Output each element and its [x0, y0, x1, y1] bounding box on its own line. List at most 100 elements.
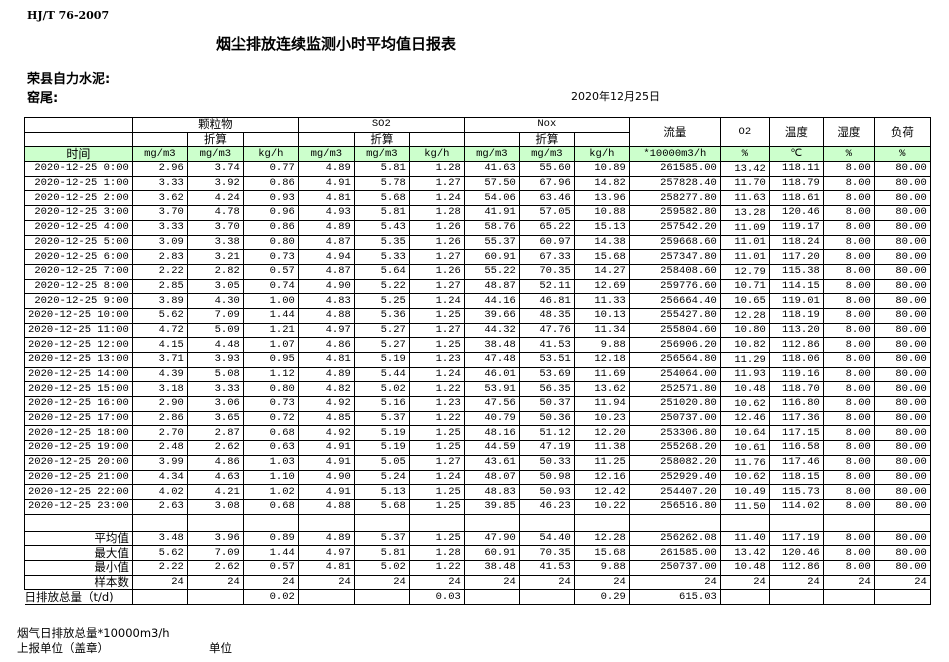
value-cell: 80.00 [873, 381, 931, 398]
value-cell: 14.82 [573, 175, 630, 192]
blank-row [24, 513, 931, 532]
value-cell: 4.86 [297, 337, 355, 353]
value-cell: 80.00 [873, 352, 931, 368]
time-cell: 2020-12-25 7:00 [24, 263, 133, 280]
value-cell: 8.00 [822, 307, 875, 324]
table-row: 2020-12-25 10:00 5.62 7.09 1.44 4.88 5.36 1.25… [24, 307, 931, 324]
value-cell: 4.34 [131, 469, 188, 486]
header-humidity: 湿度 [822, 116, 875, 148]
table-row: 2020-12-25 3:00 3.70 4.78 0.96 4.93 5.81 1.28 4… [24, 205, 931, 221]
value-cell: 4.85 [297, 410, 355, 427]
value-cell: 8.00 [822, 234, 875, 251]
value-cell: 12.28 [719, 307, 770, 324]
table-row: 2020-12-25 15:00 3.18 3.33 0.80 4.82 5.02 1.22… [24, 381, 931, 398]
value-cell: 1.22 [408, 410, 465, 427]
summary-value: 256262.08 [628, 530, 721, 547]
value-cell: 54.06 [463, 190, 520, 207]
summary-value: 1.25 [408, 530, 465, 547]
summary-row: 日排放总量（t/d) 0.02 0.03 0.29 615.03 [24, 589, 931, 605]
value-cell: 10.23 [573, 410, 630, 427]
value-cell: 3.93 [186, 352, 244, 368]
value-cell: 55.22 [463, 263, 520, 280]
value-cell: 1.25 [408, 484, 465, 500]
value-cell: 1.25 [408, 307, 465, 324]
summary-value: 4.97 [297, 545, 355, 561]
empty-cell [242, 513, 299, 532]
value-cell: 3.70 [131, 205, 188, 221]
unit-cell: kg/h [242, 146, 299, 163]
summary-value [822, 589, 875, 605]
summary-value: 0.57 [242, 559, 299, 576]
value-cell: 12.20 [573, 425, 630, 442]
value-cell: 11.69 [573, 366, 630, 383]
value-cell: 1.26 [408, 219, 465, 236]
value-cell: 2.70 [131, 425, 188, 442]
value-cell: 252571.80 [628, 381, 721, 398]
summary-value: 5.37 [353, 530, 410, 547]
value-cell: 55.60 [518, 161, 575, 177]
time-cell: 2020-12-25 23:00 [24, 498, 133, 515]
value-cell: 11.34 [573, 322, 630, 339]
value-cell: 4.48 [186, 337, 244, 353]
summary-value: 5.62 [131, 545, 188, 561]
value-cell: 14.27 [573, 263, 630, 280]
summary-value: 38.48 [463, 559, 520, 576]
value-cell: 0.72 [242, 410, 299, 427]
header-blank [242, 131, 299, 148]
summary-value: 9.88 [573, 559, 630, 576]
header-flow: 流量 [628, 116, 721, 148]
time-cell: 2020-12-25 5:00 [24, 234, 133, 251]
value-cell: 80.00 [873, 440, 931, 456]
value-cell: 11.93 [719, 366, 770, 383]
summary-value: 47.90 [463, 530, 520, 547]
summary-label: 最小值 [24, 559, 133, 576]
value-cell: 5.25 [353, 293, 410, 309]
value-cell: 80.00 [873, 322, 931, 339]
value-cell: 4.82 [297, 381, 355, 398]
table-row: 2020-12-25 13:00 3.71 3.93 0.95 4.81 5.19 1.23… [24, 352, 931, 368]
summary-value: 12.28 [573, 530, 630, 547]
company-name: 荣县自力水泥: [27, 72, 111, 87]
kiln-label: 窑尾: [27, 91, 59, 106]
value-cell: 112.86 [768, 337, 824, 353]
table-row: 2020-12-25 17:00 2.86 3.65 0.72 4.85 5.37 1.22… [24, 410, 931, 427]
value-cell: 114.02 [768, 498, 824, 515]
header-blank [24, 117, 133, 133]
value-cell: 48.83 [463, 484, 520, 500]
value-cell: 118.19 [768, 307, 824, 324]
value-cell: 80.00 [873, 469, 931, 486]
value-cell: 5.05 [353, 454, 410, 471]
time-cell: 2020-12-25 14:00 [24, 366, 133, 383]
value-cell: 80.00 [873, 337, 931, 353]
summary-value: 112.86 [768, 559, 824, 576]
value-cell: 40.79 [463, 410, 520, 427]
summary-value [297, 589, 355, 605]
value-cell: 2.63 [131, 498, 188, 515]
flue-gas-total-label: 烟气日排放总量*10000m3/h [17, 626, 170, 640]
value-cell: 119.17 [768, 219, 824, 236]
value-cell: 256906.20 [628, 337, 721, 353]
value-cell: 8.00 [822, 469, 875, 486]
value-cell: 1.27 [408, 278, 465, 295]
value-cell: 255427.80 [628, 307, 721, 324]
value-cell: 80.00 [873, 307, 931, 324]
value-cell: 118.79 [768, 175, 824, 192]
value-cell: 1.03 [242, 454, 299, 471]
value-cell: 60.91 [463, 249, 520, 265]
value-cell: 5.16 [353, 396, 410, 412]
table-row: 2020-12-25 23:00 2.63 3.08 0.68 4.88 5.68 1.25… [24, 498, 931, 515]
value-cell: 8.00 [822, 278, 875, 295]
time-cell: 2020-12-25 18:00 [24, 425, 133, 442]
summary-value: 5.81 [353, 545, 410, 561]
value-cell: 8.00 [822, 161, 875, 177]
value-cell: 4.30 [186, 293, 244, 309]
value-cell: 57.05 [518, 205, 575, 221]
value-cell: 4.90 [297, 469, 355, 486]
value-cell: 13.96 [573, 190, 630, 207]
value-cell: 2.90 [131, 396, 188, 412]
summary-value: 60.91 [463, 545, 520, 561]
value-cell: 8.00 [822, 175, 875, 192]
value-cell: 3.08 [186, 498, 244, 515]
summary-value: 24 [573, 574, 630, 591]
value-cell: 47.56 [463, 396, 520, 412]
